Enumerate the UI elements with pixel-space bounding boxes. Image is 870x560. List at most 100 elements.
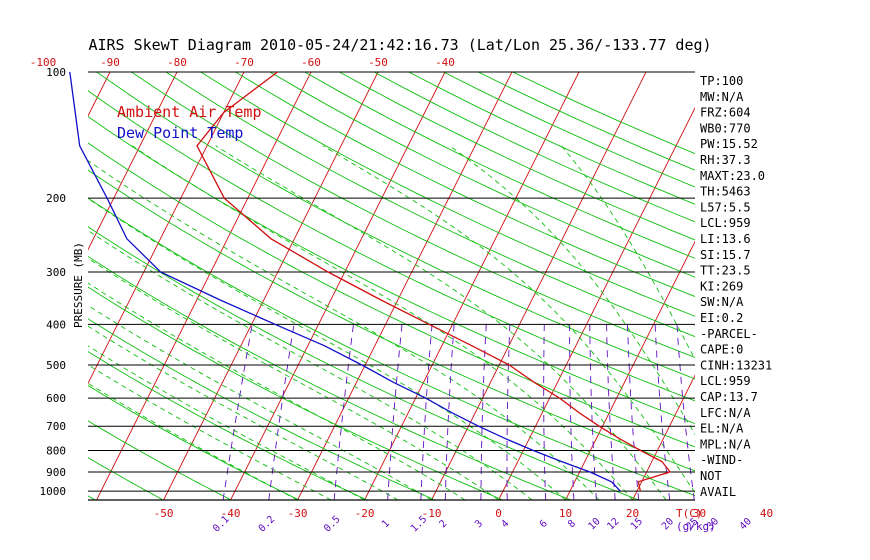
mixing-ratio-tick-label: 2 <box>438 518 450 530</box>
dry-adiabat-line <box>88 286 504 500</box>
stability-index-item: KI:269 <box>700 279 743 293</box>
mixing-ratio-tick-label: 6 <box>538 518 550 530</box>
mixing-ratio-tick-label: 3 <box>473 518 485 530</box>
dry-adiabat-line <box>96 72 695 380</box>
mixing-ratio-line <box>589 324 597 500</box>
mixing-ratio-line <box>222 324 253 500</box>
stability-index-item: SI:15.7 <box>700 248 751 262</box>
bottom-temperature-ticks: -50 -40 -30 -20 -10 0 10 20 30 40 <box>154 507 774 520</box>
temperature-profile-line <box>196 71 672 492</box>
mixing-ratio-line <box>268 324 295 500</box>
stability-index-item: AVAIL <box>700 485 736 499</box>
legend-ambient-air-temp: Ambient Air Temp <box>117 103 262 121</box>
bottom-temperature-tick-label: -20 <box>355 507 375 520</box>
mixing-ratio-tick-label: 4 <box>499 518 511 530</box>
isotherm-line <box>767 72 870 500</box>
bottom-temperature-tick-label: -40 <box>221 507 241 520</box>
pressure-tick-label: 500 <box>46 359 66 372</box>
dry-adiabat-line <box>88 226 639 500</box>
stability-index-item: MPL:N/A <box>700 437 751 451</box>
stability-index-item: PW:15.52 <box>700 137 758 151</box>
dry-adiabat-line <box>304 72 695 259</box>
dry-adiabat-line <box>165 72 695 338</box>
moist-adiabat-line <box>88 382 298 500</box>
stability-index-item: EL:N/A <box>700 422 744 436</box>
mixing-ratio-line <box>480 324 487 500</box>
mixing-ratio-line <box>654 324 671 500</box>
isotherm-line <box>498 106 695 500</box>
isotherm-line <box>0 72 43 500</box>
isotherm-line <box>163 72 379 500</box>
top-temperature-tick-label: -80 <box>167 56 187 69</box>
isotherm-line <box>632 374 695 500</box>
isotherm-line <box>230 72 446 500</box>
mixing-ratio-line <box>333 324 354 500</box>
mixing-ratio-line <box>606 324 616 500</box>
pressure-tick-label: 100 <box>46 66 66 79</box>
stability-index-item: CAP:13.7 <box>700 390 758 404</box>
isotherm-line <box>96 72 312 500</box>
stability-index-item: L57:5.5 <box>700 200 751 214</box>
dry-adiabat-line <box>88 142 695 448</box>
dry-adiabat-line <box>88 255 571 500</box>
top-temperature-ticks: -120-110-100-90-80-70-60-50-40 <box>30 56 455 69</box>
bottom-temperature-tick-label: 20 <box>626 507 639 520</box>
stability-index-item: TT:23.5 <box>700 264 751 278</box>
pressure-tick-label: 700 <box>46 420 66 433</box>
mixing-ratio-line <box>387 324 403 500</box>
dry-adiabat-line <box>88 351 368 500</box>
bottom-temperature-tick-label: -30 <box>288 507 308 520</box>
mixing-ratio-tick-label: 20 <box>660 516 676 532</box>
dewpoint-profile-line <box>69 71 621 492</box>
legend-dew-point-temp: Dew Point Temp <box>117 124 243 142</box>
pressure-tick-label: 1000 <box>40 485 67 498</box>
bottom-temperature-tick-label: 30 <box>693 507 706 520</box>
mixing-ratio-line <box>627 324 640 500</box>
mixing-ratio-line <box>543 324 547 500</box>
mixing-ratio-tick-label: 40 <box>738 516 754 532</box>
dry-adiabat-line <box>88 197 695 497</box>
isotherm-line <box>88 72 178 251</box>
mixing-ratio-line <box>569 324 575 500</box>
mixing-ratio-line <box>444 324 455 500</box>
moist-adiabat-line <box>215 145 667 500</box>
moist-adiabat-line <box>449 145 695 436</box>
pressure-tick-label: 600 <box>46 392 66 405</box>
stability-index-item: FRZ:604 <box>700 106 751 120</box>
pressure-tick-label: 800 <box>46 445 66 458</box>
bottom-temperature-tick-label: 0 <box>495 507 502 520</box>
pressure-tick-label: 400 <box>46 318 66 331</box>
mixing-ratio-tick-label: 1 <box>380 518 392 530</box>
top-temperature-tick-label: -70 <box>234 56 254 69</box>
moist-adiabat-line <box>88 197 566 500</box>
chart-title: AIRS SkewT Diagram 2010-05-24/21:42:16.7… <box>88 36 711 54</box>
mixing-ratio-tick-label: 0.2 <box>257 514 278 535</box>
mixing-ratio-tick-label: 8 <box>566 518 578 530</box>
stability-index-item: -PARCEL- <box>700 327 758 341</box>
top-temperature-tick-label: -40 <box>435 56 455 69</box>
top-temperature-tick-label: -60 <box>301 56 321 69</box>
bottom-temperature-tick-label: 10 <box>559 507 572 520</box>
isotherm-line <box>364 72 580 500</box>
mixing-ratio-unit-label: (g/kg) <box>676 520 716 533</box>
stability-index-item: CAPE:0 <box>700 343 743 357</box>
pressure-tick-label: 300 <box>46 266 66 279</box>
pressure-axis: 100 200 300 400 500 600 700 800 900 1000 <box>40 66 695 501</box>
bottom-temperature-tick-label: 40 <box>760 507 773 520</box>
stability-index-item: LCL:959 <box>700 216 751 230</box>
stability-index-item: LCL:959 <box>700 374 751 388</box>
stability-index-item: MAXT:23.0 <box>700 169 765 183</box>
bottom-temperature-tick-label: -10 <box>422 507 442 520</box>
sounding-series <box>69 71 672 492</box>
stability-index-item: LFC:N/A <box>700 406 751 420</box>
dry-adiabat-line <box>235 72 695 298</box>
dry-adiabat-line <box>88 169 695 472</box>
isotherm-line <box>88 72 111 117</box>
dry-adiabat-line <box>0 72 27 500</box>
pressure-tick-label: 900 <box>46 466 66 479</box>
dry-adiabat-line <box>443 72 695 188</box>
moist-adiabat-line <box>88 282 466 500</box>
pressure-tick-label: 200 <box>46 192 66 205</box>
